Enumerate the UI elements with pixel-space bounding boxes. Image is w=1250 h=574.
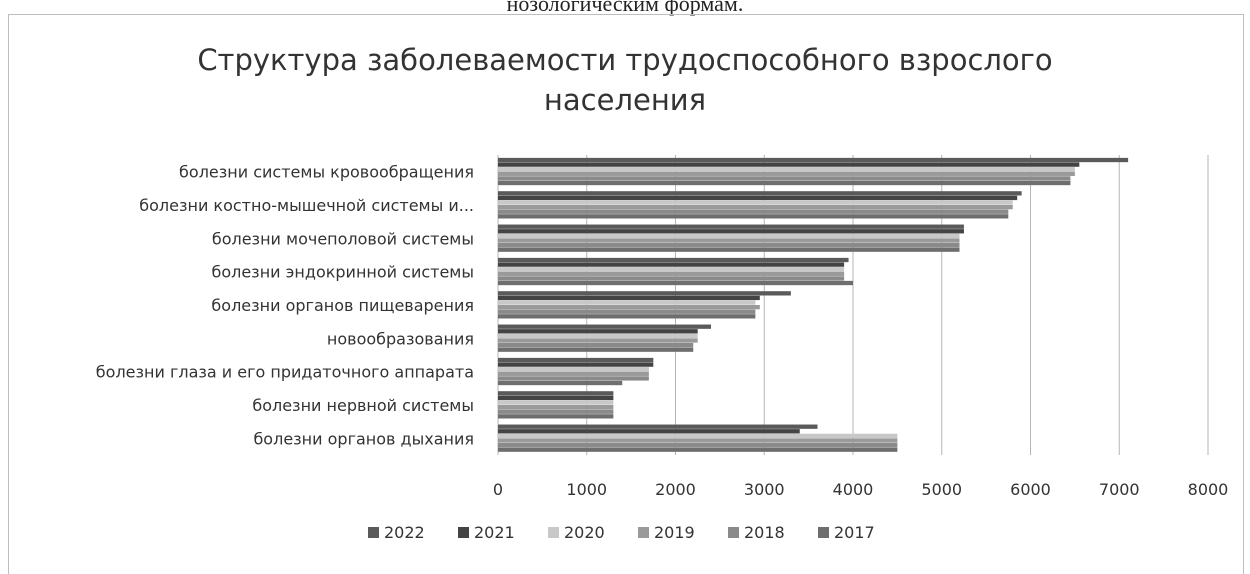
page-heading-fragment: нозологическим формам. — [506, 0, 744, 16]
legend-label: 2019 — [654, 523, 695, 542]
bar — [498, 429, 800, 434]
bar — [498, 400, 614, 405]
legend-label: 2021 — [474, 523, 515, 542]
category-label: новообразования — [327, 329, 474, 348]
bar — [498, 347, 694, 352]
legend-swatch — [548, 527, 559, 538]
x-tick-label: 3000 — [744, 480, 785, 499]
bar — [498, 157, 1129, 163]
bar — [498, 338, 698, 343]
legend: 2022 2021 2020 2019 2018 2017 — [368, 523, 875, 542]
bar — [498, 305, 760, 310]
bar — [498, 424, 818, 429]
bar — [498, 262, 845, 267]
category-label: болезни нервной системы — [252, 396, 474, 415]
chart-title-line: населения — [544, 83, 706, 117]
legend-swatch — [638, 527, 649, 538]
category-label: болезни костно-мышечной системы и... — [139, 196, 474, 215]
chart-frame — [8, 14, 1244, 574]
bar — [498, 447, 898, 452]
x-tick-label: 1000 — [566, 480, 607, 499]
bar — [498, 300, 756, 305]
bar — [498, 367, 649, 372]
bar — [498, 200, 1013, 205]
bar — [498, 342, 694, 348]
bar — [498, 214, 1009, 219]
legend-label: 2017 — [834, 523, 875, 542]
bar — [498, 280, 853, 286]
chart-title-line: Структура заболеваемости трудоспособного… — [197, 43, 1052, 77]
x-tick-label: 5000 — [921, 480, 962, 499]
bar — [498, 209, 1009, 214]
category-label: болезни органов пищеварения — [211, 296, 474, 315]
bar — [498, 438, 898, 443]
bar — [498, 324, 711, 329]
bar — [498, 329, 698, 334]
x-tick-label: 4000 — [833, 480, 874, 499]
bar — [498, 405, 614, 410]
bar — [498, 433, 898, 439]
bar — [498, 257, 849, 263]
category-label: болезни мочеполовой системы — [212, 229, 474, 248]
bar — [498, 195, 1018, 201]
bar — [498, 171, 1075, 176]
x-tick-label: 8000 — [1188, 480, 1229, 499]
bar — [498, 176, 1071, 181]
bar — [498, 180, 1071, 186]
bar — [498, 376, 649, 381]
category-label: болезни системы кровообращения — [179, 163, 474, 182]
bar — [498, 309, 756, 314]
bar — [498, 205, 1013, 210]
bar — [498, 295, 760, 301]
legend-label: 2020 — [564, 523, 605, 542]
bar — [498, 162, 1080, 167]
bar — [498, 242, 960, 248]
category-label: болезни органов дыхания — [253, 429, 474, 448]
legend-swatch — [728, 527, 739, 538]
bar — [498, 362, 654, 367]
bar — [498, 229, 964, 234]
bar — [498, 247, 960, 252]
bar — [498, 442, 898, 448]
bar — [498, 371, 649, 376]
bar — [498, 267, 845, 272]
bar — [498, 395, 614, 401]
x-tick-labels: 0 1000 2000 3000 4000 5000 6000 7000 8000 — [493, 480, 1228, 499]
bar — [498, 291, 791, 296]
bar — [498, 238, 960, 243]
category-labels: болезни системы кровообращения болезни ко… — [96, 163, 474, 449]
bar — [498, 357, 654, 363]
bar — [498, 276, 845, 281]
bar — [498, 224, 964, 229]
x-tick-label: 6000 — [1010, 480, 1051, 499]
category-label: болезни глаза и его придаточного аппарат… — [96, 363, 474, 382]
bar — [498, 271, 845, 276]
bar — [498, 380, 623, 386]
legend-swatch — [818, 527, 829, 538]
x-tick-label: 7000 — [1099, 480, 1140, 499]
bar — [498, 191, 1022, 196]
bar — [498, 391, 614, 396]
legend-swatch — [458, 527, 469, 538]
legend-label: 2018 — [744, 523, 785, 542]
bars — [498, 157, 1129, 452]
bar — [498, 233, 960, 239]
bar — [498, 333, 698, 339]
x-tick-label: 0 — [493, 480, 503, 499]
category-label: болезни эндокринной системы — [211, 263, 474, 282]
bar — [498, 409, 614, 414]
bar — [498, 314, 756, 319]
legend-label: 2022 — [384, 523, 425, 542]
legend-swatch — [368, 527, 379, 538]
x-tick-label: 2000 — [655, 480, 696, 499]
bar — [498, 414, 614, 419]
chart-title: Структура заболеваемости трудоспособного… — [197, 43, 1052, 117]
bar — [498, 167, 1075, 172]
